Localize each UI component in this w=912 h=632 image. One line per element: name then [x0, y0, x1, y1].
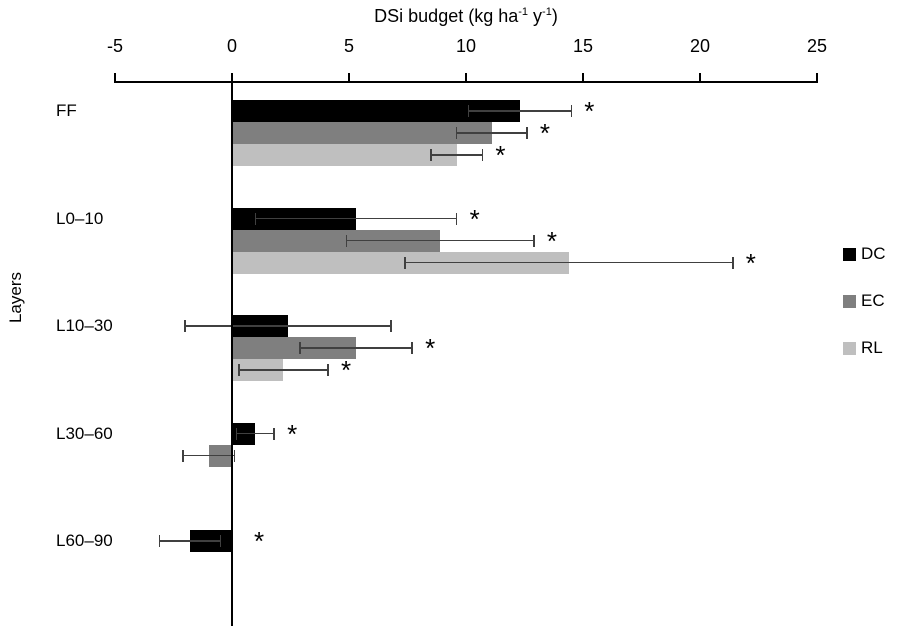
- y-axis-label: Layers: [6, 272, 25, 324]
- error-bar: [299, 347, 413, 349]
- asterisk-marker: *: [495, 140, 506, 170]
- error-bar: [405, 261, 733, 264]
- legend-item-EC: EC: [843, 291, 885, 310]
- error-bar-cap: [273, 427, 275, 440]
- legend-label-DC: DC: [861, 244, 886, 263]
- error-bar-cap: [526, 127, 528, 139]
- asterisk-marker: *: [584, 96, 595, 126]
- x-tick-mark: [348, 73, 350, 81]
- asterisk-marker: *: [287, 418, 298, 449]
- asterisk-marker: *: [254, 526, 265, 556]
- error-bar: [185, 325, 392, 327]
- error-bar-cap: [182, 449, 184, 462]
- error-bar-cap: [254, 212, 257, 225]
- legend-label-EC: EC: [861, 291, 885, 310]
- x-tick-mark: [465, 73, 467, 81]
- x-tick-label: -5: [106, 36, 124, 56]
- x-tick-mark: [114, 73, 116, 81]
- error-bar-cap: [732, 256, 734, 269]
- title-text: DSi budget (kg ha: [374, 6, 519, 26]
- title-text: y: [528, 6, 543, 26]
- error-bar: [468, 110, 572, 112]
- error-bar-cap: [404, 256, 406, 269]
- x-tick-label: 25: [806, 36, 828, 56]
- bar-RL-1: [232, 251, 569, 274]
- error-bar-cap: [235, 427, 238, 440]
- category-label: FF: [56, 101, 77, 120]
- title-superscript: -1: [518, 6, 529, 18]
- error-bar-cap: [238, 364, 240, 376]
- error-bar-cap: [184, 320, 186, 332]
- error-bar-cap: [219, 535, 222, 547]
- legend-item-DC: DC: [843, 244, 886, 263]
- error-bar: [456, 132, 527, 134]
- zero-axis-line: [231, 81, 233, 626]
- title-superscript: -1: [542, 6, 552, 18]
- error-bar-cap: [430, 149, 432, 161]
- legend-item-RL: RL: [843, 338, 883, 357]
- bar-DC-0: [232, 100, 520, 122]
- asterisk-marker: *: [546, 225, 557, 256]
- bar-RL-0: [232, 144, 457, 166]
- title-text: ): [551, 6, 558, 26]
- error-bar-cap: [533, 234, 535, 247]
- bar-EC-1: [232, 229, 441, 252]
- x-tick-mark: [231, 73, 233, 81]
- legend-swatch-DC: [843, 247, 856, 261]
- x-tick-label: 15: [572, 36, 594, 56]
- bar-EC-0: [232, 122, 492, 144]
- x-tick-mark: [582, 73, 584, 81]
- legend-label-RL: RL: [861, 338, 883, 357]
- error-bar-cap: [481, 149, 484, 161]
- error-bar-cap: [299, 342, 301, 354]
- legend-swatch-RL: [843, 341, 856, 355]
- error-bar-cap: [345, 234, 348, 247]
- error-bar-cap: [390, 320, 392, 332]
- error-bar-cap: [327, 364, 329, 376]
- asterisk-marker: *: [425, 333, 436, 363]
- x-axis-line: [114, 81, 818, 83]
- x-tick-label: 0: [226, 36, 238, 56]
- category-label: L60–90: [56, 531, 113, 550]
- error-bar: [255, 217, 457, 220]
- x-tick-mark: [699, 73, 701, 81]
- error-bar: [346, 239, 534, 242]
- asterisk-marker: *: [340, 355, 352, 385]
- category-label: L30–60: [56, 423, 113, 443]
- error-bar-cap: [158, 535, 161, 547]
- x-tick-label: 10: [455, 36, 477, 56]
- error-bar-cap: [455, 212, 458, 225]
- legend-swatch-EC: [843, 294, 856, 308]
- error-bar-cap: [455, 127, 458, 139]
- category-label: L10–30: [56, 316, 113, 335]
- error-bar: [239, 369, 328, 371]
- error-bar-cap: [233, 449, 236, 462]
- asterisk-marker: *: [539, 118, 550, 148]
- error-bar: [430, 154, 483, 156]
- error-bar: [236, 432, 275, 435]
- x-tick-mark: [816, 73, 818, 81]
- category-label: L0–10: [56, 208, 104, 228]
- asterisk-marker: *: [469, 203, 480, 234]
- error-bar-cap: [467, 105, 470, 117]
- chart-title: DSi budget (kg ha-1 y-1): [115, 6, 817, 27]
- asterisk-marker: *: [745, 247, 756, 278]
- error-bar: [182, 454, 235, 457]
- x-tick-label: 20: [689, 36, 711, 56]
- error-bar: [159, 540, 221, 542]
- error-bar-cap: [570, 105, 573, 117]
- x-tick-label: 5: [343, 36, 355, 56]
- error-bar-cap: [411, 342, 413, 354]
- bar-EC-2: [232, 337, 357, 359]
